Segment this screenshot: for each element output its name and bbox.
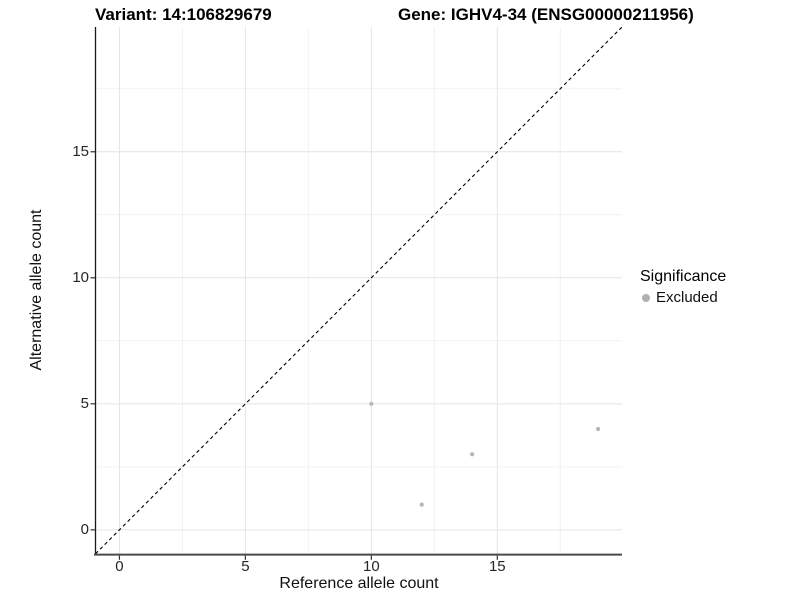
legend-item-label: Excluded <box>656 289 718 306</box>
x-tick-label: 0 <box>115 558 124 575</box>
data-point <box>595 426 601 432</box>
y-tick-label: 10 <box>72 268 89 286</box>
y-axis-label: Alternative allele count <box>28 209 45 371</box>
legend-marker-circle-icon <box>642 293 650 302</box>
legend-item: Excluded <box>640 289 726 306</box>
legend-title: Significance <box>640 268 727 285</box>
data-point <box>470 452 475 457</box>
y-tick-label: 0 <box>80 520 89 538</box>
legend-items: Excluded <box>640 289 726 306</box>
x-tick-label: 10 <box>363 558 380 575</box>
x-tick-label: 15 <box>488 558 506 575</box>
y-tick-label: 5 <box>80 394 89 412</box>
y-tick-label: 15 <box>72 142 89 160</box>
identity-line <box>95 26 623 555</box>
legend: Significance Excluded <box>640 268 726 306</box>
plot-title-gene: Gene: IGHV4-34 (ENSG00000211956) <box>398 5 694 24</box>
x-tick-label: 5 <box>241 558 250 575</box>
plot-title-variant: Variant: 14:106829679 <box>95 5 272 24</box>
data-point <box>419 502 424 507</box>
data-point <box>369 401 374 406</box>
x-axis-label: Reference allele count <box>279 575 439 592</box>
